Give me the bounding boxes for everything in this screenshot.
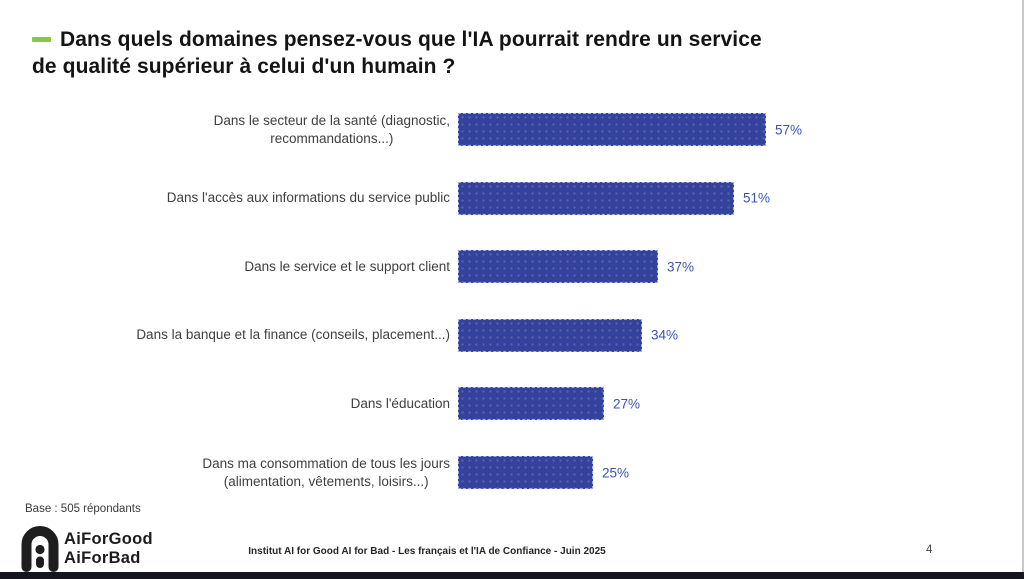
category-label-text: Dans le secteur de la santé (diagnostic,… xyxy=(213,112,450,146)
value-label: 57% xyxy=(775,122,803,137)
aiforgood-arch-icon xyxy=(21,526,59,572)
category-label-text: Dans l'accès aux informations du service… xyxy=(166,190,450,206)
value-label: 37% xyxy=(667,259,695,275)
bar xyxy=(458,387,604,421)
category-label: Dans le secteur de la santé (diagnostic,… xyxy=(100,112,450,148)
category-label-text: Dans la banque et la finance (conseils, … xyxy=(136,327,450,343)
footer-caption: Institut AI for Good AI for Bad - Les fr… xyxy=(248,546,606,557)
bar xyxy=(458,456,593,489)
category-label: Dans la banque et la finance (conseils, … xyxy=(100,326,450,344)
category-label: Dans le service et le support client xyxy=(100,258,450,276)
aiforgood-logo: AiForGood AiForBad xyxy=(20,525,153,572)
category-label: Dans ma consommation de tous les jours (… xyxy=(100,455,450,491)
value-label: 25% xyxy=(602,465,630,480)
bar xyxy=(458,113,766,146)
title-dash-icon xyxy=(32,37,51,42)
category-label: Dans l'éducation xyxy=(100,395,450,413)
bar xyxy=(458,250,658,284)
base-note: Base : 505 répondants xyxy=(25,503,141,515)
bar-chart: Dans le secteur de la santé (diagnostic,… xyxy=(100,112,803,491)
logo-text: AiForGood AiForBad xyxy=(64,530,153,567)
slide-title-text: Dans quels domaines pensez-vous que l'IA… xyxy=(32,28,762,78)
bar xyxy=(458,318,642,352)
value-label: 27% xyxy=(613,396,641,412)
logo-line2: AiForBad xyxy=(64,548,141,567)
logo-line1: AiForGood xyxy=(64,530,153,548)
window-right-edge xyxy=(1022,0,1024,572)
slide-title: Dans quels domaines pensez-vous que l'IA… xyxy=(32,26,942,80)
value-label: 51% xyxy=(743,190,771,206)
category-label: Dans l'accès aux informations du service… xyxy=(100,189,450,207)
category-label-text: Dans l'éducation xyxy=(350,395,450,411)
bar xyxy=(458,181,734,215)
page-number: 4 xyxy=(926,544,933,556)
bottom-strip xyxy=(0,572,1024,579)
value-label: 34% xyxy=(651,327,679,343)
category-label-text: Dans ma consommation de tous les jours (… xyxy=(202,455,450,489)
category-label-text: Dans le service et le support client xyxy=(244,258,450,274)
